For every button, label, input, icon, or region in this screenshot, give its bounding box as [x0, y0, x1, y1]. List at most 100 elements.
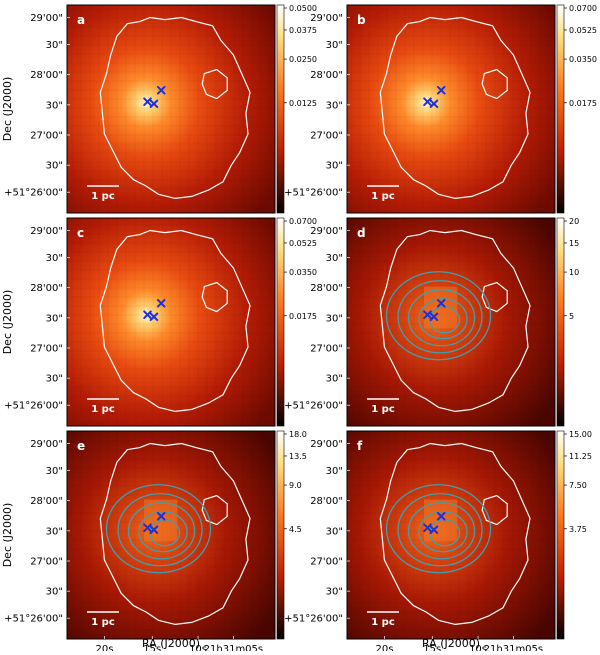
contour-line — [407, 289, 476, 347]
source-markers — [423, 85, 446, 109]
panel-frame — [346, 4, 556, 214]
colorbar-tick-label: 15.00 — [569, 430, 592, 439]
panel-label: b — [357, 13, 366, 27]
contour-line — [117, 493, 203, 567]
x-tick-label: 10s — [469, 644, 487, 651]
y-tick-label: 29'00" — [310, 226, 343, 237]
y-tick-label: 27'00" — [30, 557, 63, 568]
y-tick-label: +51°26'00" — [4, 614, 63, 625]
scale-bar-label: 1 pc — [371, 191, 395, 202]
panel-d: d 1 pc 20 15 10 5 29'00" 30" 28'00" 30" 27'00" 30" +… — [284, 217, 579, 427]
contour-line — [385, 484, 492, 574]
source-markers — [423, 298, 446, 322]
coverage-hole — [201, 494, 228, 526]
y-tick-label: 30" — [326, 40, 343, 51]
contour-line — [418, 298, 468, 340]
y-tick-labels: 29'00" 30" 28'00" 30" 27'00" 30" +51°26'00" — [4, 439, 70, 625]
y-tick-labels: 29'00" 30" 28'00" 30" 27'00" 30" +51°26'00" — [284, 226, 350, 412]
coverage-outline — [99, 16, 251, 200]
source-markers — [143, 511, 166, 535]
x-tick-label: 21h31m05s — [484, 644, 543, 651]
panel-frame — [346, 217, 556, 427]
y-tick-label: 28'00" — [310, 283, 343, 294]
x-tick-label: 21h31m05s — [204, 644, 263, 651]
y-tick-label: 30" — [326, 526, 343, 537]
colorbar-tick-label: 0.0175 — [569, 99, 597, 108]
colorbar-tick-label: 13.5 — [289, 452, 307, 461]
source-marker — [143, 523, 152, 533]
colorbar-tick-label: 0.0350 — [289, 268, 317, 277]
colorbar — [556, 430, 565, 640]
y-tick-label: 28'00" — [310, 496, 343, 507]
scale-bar-label: 1 pc — [371, 617, 395, 628]
contour-line — [127, 502, 196, 560]
x-tick-label: 10s — [189, 644, 207, 651]
y-tick-label: 30" — [326, 587, 343, 598]
colorbar — [556, 217, 565, 427]
y-tick-label: 29'00" — [30, 439, 63, 450]
scale-bar-label: 1 pc — [91, 404, 115, 415]
panel-label: f — [357, 439, 363, 453]
panel-b: b 1 pc 0.0700 0.0525 0.0350 0.0175 29'00" 30" 28… — [284, 4, 597, 214]
colorbar-tick-label: 0.0700 — [289, 217, 317, 226]
source-marker — [436, 85, 446, 95]
source-marker — [156, 85, 166, 95]
y-tick-label: 30" — [46, 374, 63, 385]
y-tick-label: 30" — [46, 161, 63, 172]
y-tick-label: 27'00" — [30, 344, 63, 355]
contour-line — [407, 502, 476, 560]
y-tick-label: 30" — [46, 253, 63, 264]
colorbar-tick-label: 0.0350 — [569, 55, 597, 64]
panel-a: a 1 pc 0.0500 0.0375 0.0250 0.0125 29'00" 30" 28… — [4, 4, 317, 214]
source-marker — [423, 310, 432, 320]
y-axis-label: Dec (J2000) — [1, 503, 14, 568]
y-tick-label: +51°26'00" — [284, 188, 343, 199]
panel-f: f 1 pc 15.00 11.25 7.50 3.75 29'00" 30" 28'00" 30… — [284, 430, 592, 655]
y-tick-label: 27'00" — [30, 131, 63, 142]
panel-label: e — [77, 439, 85, 453]
y-tick-labels: 29'00" 30" 28'00" 30" 27'00" 30" +51°26'00" — [4, 226, 70, 412]
source-marker — [156, 298, 166, 308]
x-axis-label: RA (J2000) — [422, 637, 480, 650]
contour-line — [105, 484, 212, 574]
panel-frame — [66, 217, 276, 427]
y-tick-label: +51°26'00" — [4, 401, 63, 412]
x-tick-label: 15s — [423, 644, 441, 651]
y-tick-label: 30" — [326, 374, 343, 385]
panel-frame — [66, 4, 276, 214]
panel-label: c — [77, 226, 84, 240]
y-tick-label: 30" — [46, 40, 63, 51]
y-tick-label: 27'00" — [310, 557, 343, 568]
source-marker — [429, 525, 439, 535]
source-marker — [436, 298, 446, 308]
y-tick-label: +51°26'00" — [4, 188, 63, 199]
contour-line — [397, 493, 483, 567]
colorbar-tick-label: 0.0525 — [289, 239, 317, 248]
source-marker — [143, 310, 152, 320]
colorbar-tick-label: 7.50 — [569, 481, 587, 490]
source-marker — [429, 99, 439, 109]
y-tick-labels: 29'00" 30" 28'00" 30" 27'00" 30" +51°26'00" — [284, 13, 350, 199]
y-tick-label: 30" — [46, 313, 63, 324]
coverage-hole — [201, 68, 228, 100]
source-marker — [156, 511, 166, 521]
y-tick-label: 30" — [46, 526, 63, 537]
colorbar-tick-label: 10 — [569, 268, 579, 277]
coverage-hole — [481, 494, 508, 526]
coverage-outline — [379, 229, 531, 413]
panel-e: e 1 pc 18.0 13.5 9.0 4.5 29'00" 30" 28'00" 30" 27'… — [4, 430, 307, 655]
y-tick-label: 30" — [326, 161, 343, 172]
colorbar — [276, 217, 285, 427]
y-tick-label: 28'00" — [30, 70, 63, 81]
y-tick-label: 28'00" — [30, 283, 63, 294]
colorbar-tick-label: 9.0 — [289, 481, 302, 490]
colorbar-tick-label: 0.0125 — [289, 99, 317, 108]
source-marker — [423, 523, 432, 533]
colorbar — [556, 4, 565, 214]
y-tick-label: 29'00" — [310, 13, 343, 24]
y-tick-labels: 29'00" 30" 28'00" 30" 27'00" 30" +51°26'00" — [284, 439, 350, 625]
map-pixel-grid — [347, 5, 555, 213]
